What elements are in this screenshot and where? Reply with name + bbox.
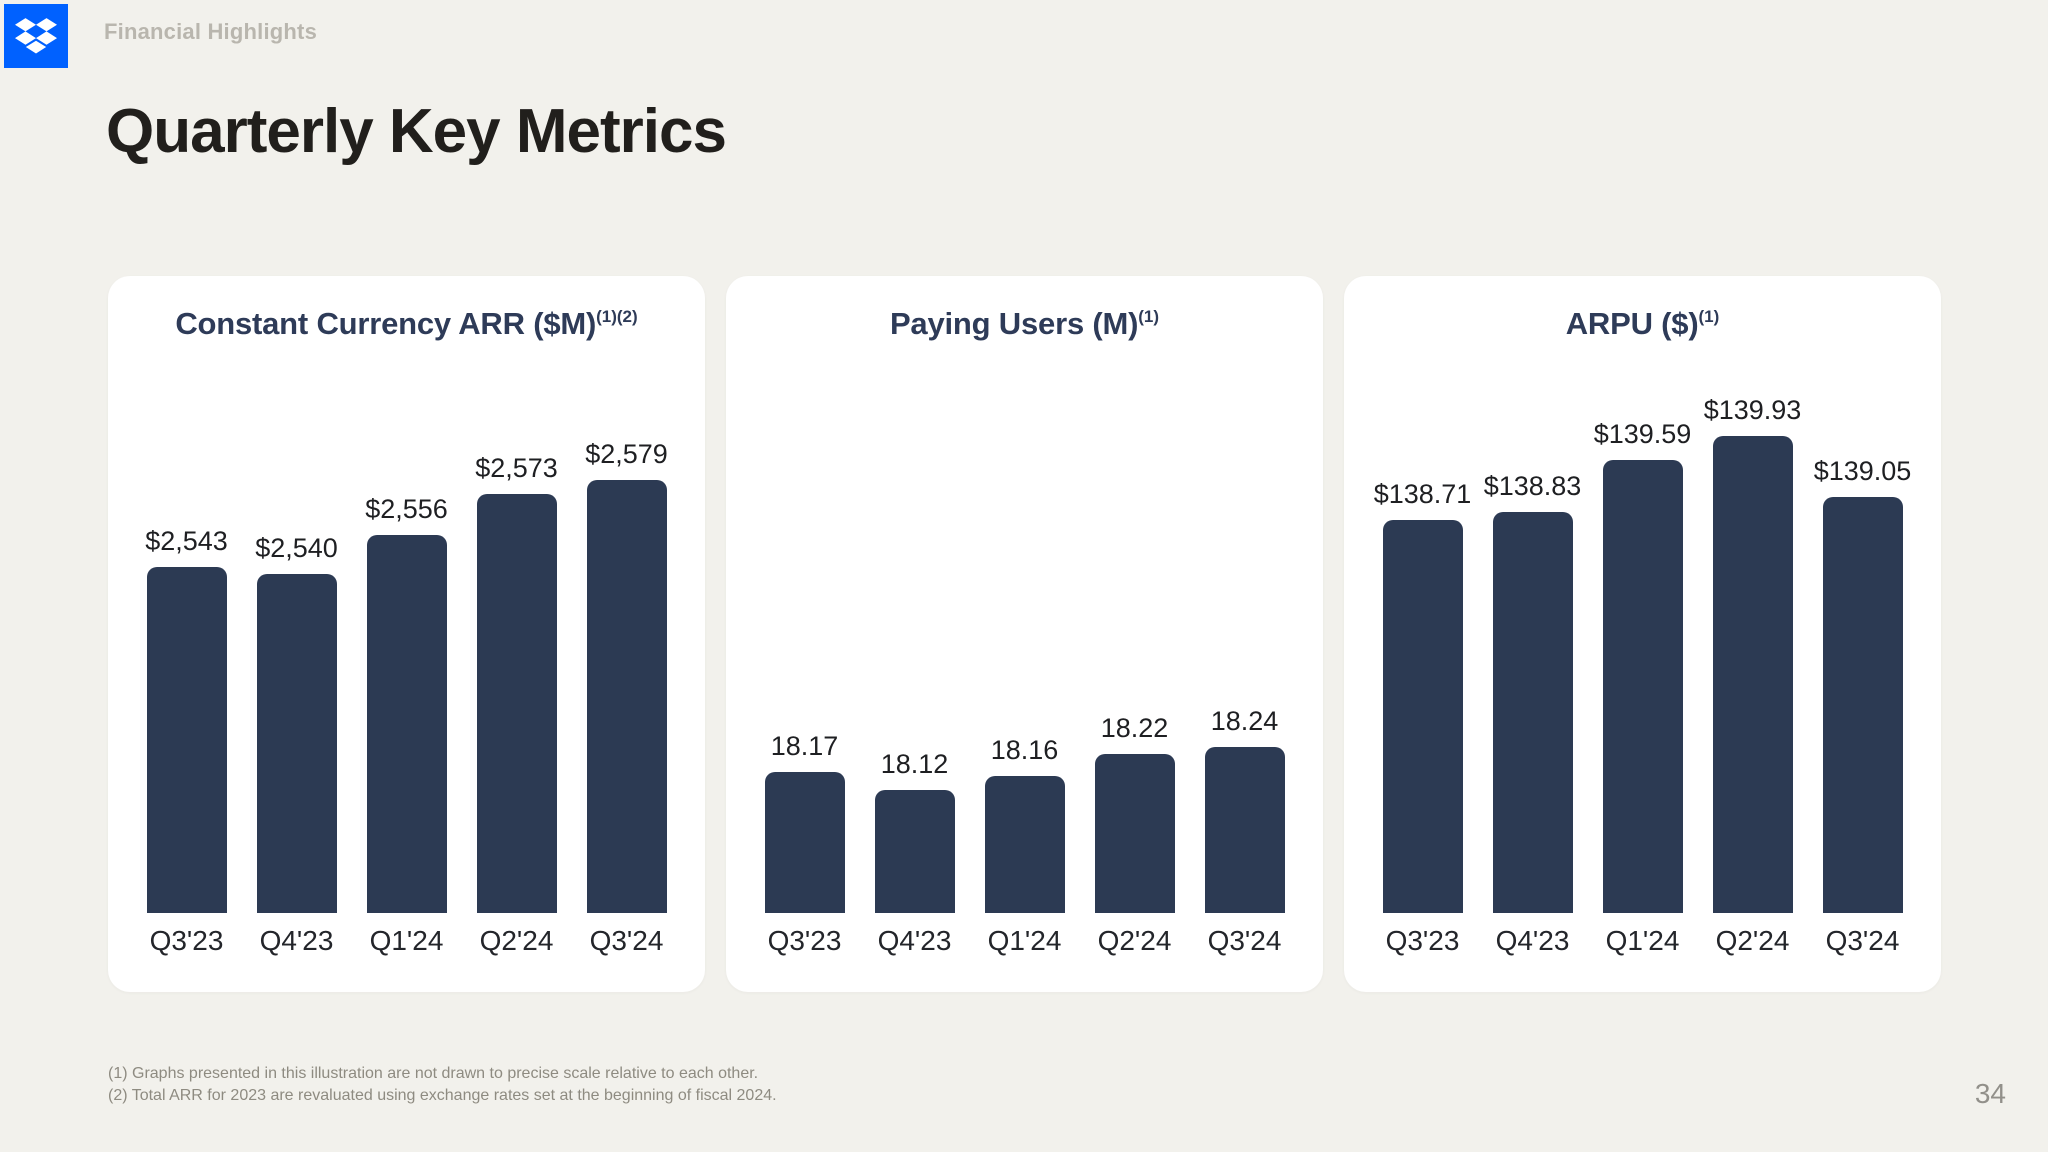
bar [366,535,447,913]
x-axis-label: Q1'24 [1605,925,1680,956]
chart-title-text: ARPU ($) [1565,306,1699,341]
bar [984,775,1065,913]
bar [1094,753,1175,913]
bar-value-label: $2,573 [475,453,558,484]
bar [256,573,337,913]
bar-column: 18.22 [1080,356,1189,913]
bar-value-label: $139.05 [1813,455,1912,486]
dropbox-logo [4,4,68,68]
chart-title: ARPU ($)(1) [1368,306,1917,356]
footnotes: (1) Graphs presented in this illustratio… [108,1063,777,1107]
bar [1382,520,1463,913]
bar [146,566,227,913]
bar-value-label: $2,543 [145,525,228,556]
bar-value-label: 18.22 [1100,712,1169,743]
chart-title-text: Constant Currency ARR ($M) [175,306,597,341]
x-axis-label: Q4'23 [877,925,952,956]
bar-column: $138.71 [1368,356,1477,913]
x-axis-label: Q3'23 [767,925,842,956]
bar [764,771,845,913]
bar-value-label: 18.17 [770,730,839,761]
dropbox-logo-icon [15,17,57,53]
x-axis-label: Q2'24 [479,925,554,956]
bar [1492,512,1573,913]
chart-title-text: Paying Users (M) [889,306,1139,341]
bar-column: $138.83 [1478,356,1587,913]
bar-column: 18.12 [860,356,969,913]
page-title: Quarterly Key Metrics [106,97,727,166]
bar-value-label: $138.83 [1483,471,1582,502]
bar-value-label: 18.12 [880,749,949,780]
bar-chart: $2,543 $2,540 $2,556 $2,573 $2,579 [132,356,681,913]
bar-column: $2,543 [132,356,241,913]
bar-chart: $138.71 $138.83 $139.59 $139.93 $139.05 [1368,356,1917,913]
bar [1712,436,1793,913]
bar-value-label: 18.16 [990,734,1059,765]
footnote-2: (2) Total ARR for 2023 are revaluated us… [108,1087,777,1104]
bar-column: $2,579 [572,356,681,913]
x-axis-labels: Q3'23 Q4'23 Q1'24 Q2'24 Q3'24 [750,925,1299,957]
x-axis-label: Q1'24 [369,925,444,956]
x-axis-label: Q4'23 [1495,925,1570,956]
metric-card-paying-users: Paying Users (M)(1) 18.17 18.12 18.16 18.22… [726,276,1323,992]
bar-value-label: $2,540 [255,532,338,563]
bar [1602,459,1683,913]
bar-column: $2,573 [462,356,571,913]
chart-title-superscript: (1) [1698,307,1720,326]
bar-column: $2,540 [242,356,351,913]
bar-value-label: $2,556 [365,494,448,525]
chart-title-superscript: (1)(2) [596,307,638,326]
bar [874,790,955,913]
bar-column: 18.16 [970,356,1079,913]
chart-title-superscript: (1) [1138,307,1160,326]
bar-value-label: $139.93 [1703,395,1802,426]
metric-card-arr: Constant Currency ARR ($M)(1)(2) $2,543 $… [108,276,705,992]
bar-column: $139.59 [1588,356,1697,913]
x-axis-label: Q3'24 [1825,925,1900,956]
bar-column: $139.05 [1808,356,1917,913]
bar [586,479,667,913]
x-axis-label: Q3'24 [589,925,664,956]
bar-value-label: $2,579 [585,438,668,469]
bar-value-label: 18.24 [1210,705,1279,736]
bar [476,494,557,913]
footnote-1: (1) Graphs presented in this illustratio… [108,1065,759,1082]
bar-chart: 18.17 18.12 18.16 18.22 18.24 [750,356,1299,913]
x-axis-label: Q2'24 [1715,925,1790,956]
chart-title: Paying Users (M)(1) [750,306,1299,356]
bar-value-label: $139.59 [1593,418,1692,449]
breadcrumb: Financial Highlights [104,19,318,44]
metric-card-arpu: ARPU ($)(1) $138.71 $138.83 $139.59 $139.93… [1344,276,1941,992]
bar-column: $2,556 [352,356,461,913]
bar-column: 18.24 [1190,356,1299,913]
bar-column: $139.93 [1698,356,1807,913]
x-axis-label: Q3'23 [1385,925,1460,956]
page-number: 34 [1974,1078,2006,1109]
x-axis-label: Q4'23 [259,925,334,956]
x-axis-label: Q1'24 [987,925,1062,956]
x-axis-labels: Q3'23 Q4'23 Q1'24 Q2'24 Q3'24 [1368,925,1917,957]
bar-value-label: $138.71 [1373,479,1472,510]
x-axis-labels: Q3'23 Q4'23 Q1'24 Q2'24 Q3'24 [132,925,681,957]
x-axis-label: Q3'23 [149,925,224,956]
chart-title: Constant Currency ARR ($M)(1)(2) [132,306,681,356]
x-axis-label: Q3'24 [1207,925,1282,956]
bar [1204,746,1285,913]
bar [1822,496,1903,913]
metric-cards-row: Constant Currency ARR ($M)(1)(2) $2,543 $… [108,276,1941,992]
x-axis-label: Q2'24 [1097,925,1172,956]
bar-column: 18.17 [750,356,859,913]
